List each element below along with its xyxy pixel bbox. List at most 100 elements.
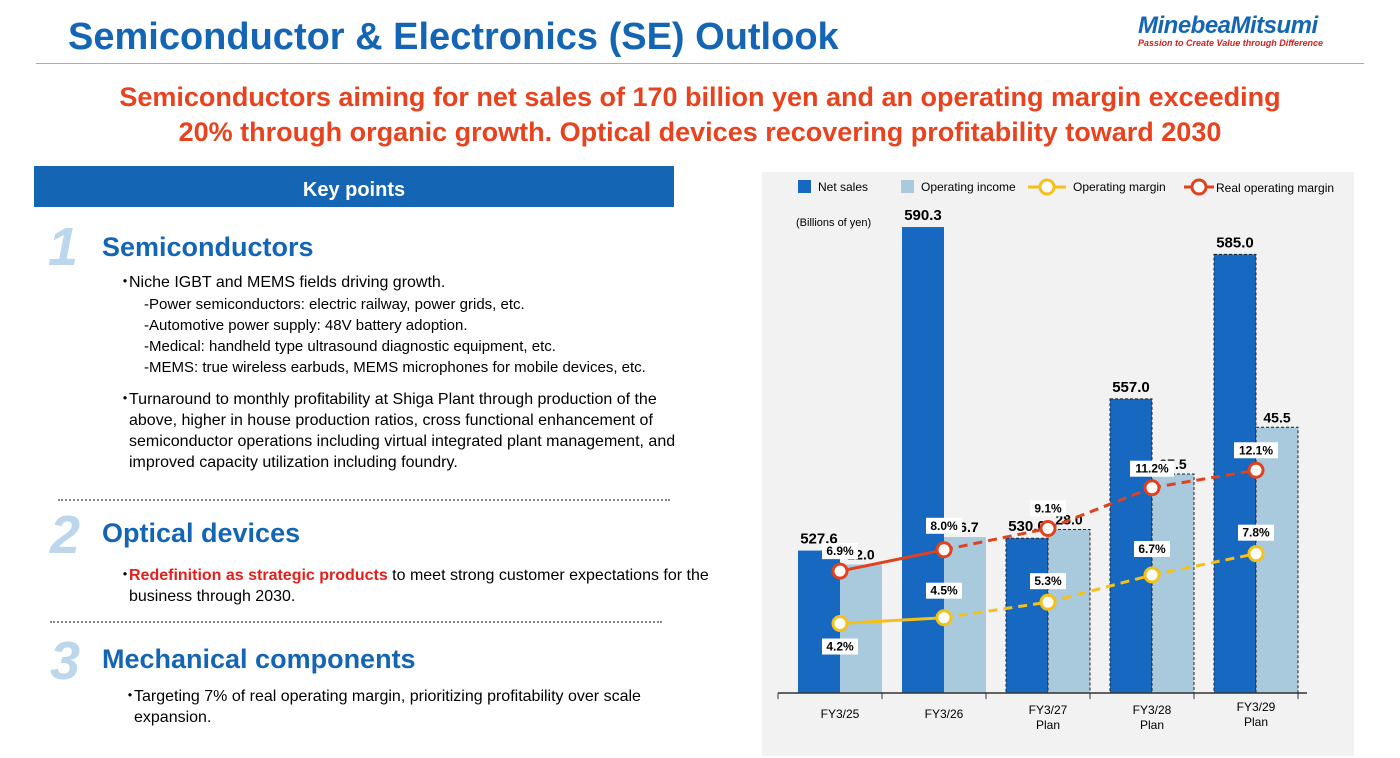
legend-label: Real operating margin (1216, 181, 1334, 195)
net-sales-data-label: 585.0 (1216, 234, 1254, 251)
section-title-optical-devices: Optical devices (102, 518, 301, 548)
x-tick-label: FY3/26 (925, 707, 964, 721)
operating-margin-data-label: 4.5% (930, 584, 958, 598)
semiconductors-bullet-2: ・ Turnaround to monthly profitability at … (117, 389, 689, 473)
section-number-2: 2 (50, 505, 81, 565)
x-tick-label: FY3/25 (821, 707, 860, 721)
section-divider (58, 499, 670, 501)
section-number-3: 3 (50, 631, 81, 691)
bullet-dot: ・ (122, 688, 139, 705)
operating-income-data-label: 45.5 (1263, 409, 1290, 425)
mechanical-components-bullet: ・ Targeting 7% of real operating margin, … (122, 686, 674, 728)
company-logo: MinebeaMitsumi Passion to Create Value t… (1138, 12, 1323, 48)
operating-income-data-label: 22.0 (847, 547, 874, 563)
real-operating-margin-data-label: 11.2% (1135, 462, 1169, 476)
operating-margin-marker (1143, 566, 1161, 584)
operating-income-bar (1151, 473, 1195, 694)
logo-tagline: Passion to Create Value through Differen… (1138, 38, 1324, 48)
x-tick-label: Plan (1140, 718, 1164, 732)
real-operating-margin-marker (831, 562, 849, 580)
net-sales-bar (798, 550, 840, 693)
x-tick-label: FY3/29 (1237, 700, 1276, 714)
net-sales-bar (902, 227, 944, 693)
highlight-text: Redefinition as strategic products (129, 567, 388, 584)
operating-margin-data-label: 6.7% (1138, 542, 1166, 556)
x-tick-label: FY3/28 (1133, 703, 1172, 717)
chart-background (762, 172, 1354, 756)
legend-marker-operating-margin (1038, 178, 1056, 196)
legend-swatch-operating-income (901, 180, 914, 193)
operating-margin-marker (1247, 545, 1265, 563)
real-operating-margin-line-segment (839, 548, 945, 573)
x-tick-label: Plan (1244, 715, 1268, 729)
operating-margin-label-box (1238, 524, 1274, 541)
operating-margin-label-box (926, 582, 962, 599)
bullet-dot: ・ (117, 391, 134, 408)
real-operating-margin-marker (1143, 479, 1161, 497)
header-divider (36, 63, 1364, 64)
real-operating-margin-label-box (1030, 500, 1066, 517)
real-operating-margin-line-segment (943, 526, 1049, 552)
semiconductors-subitem: -Automotive power supply: 48V battery ad… (144, 317, 468, 334)
x-tick-label: FY3/27 (1029, 703, 1068, 717)
net-sales-data-label: 590.3 (904, 207, 942, 224)
legend-label: Net sales (818, 180, 868, 194)
legend-label: Operating margin (1073, 180, 1166, 194)
net-sales-data-label: 557.0 (1112, 379, 1150, 396)
operating-margin-line-segment (1047, 573, 1153, 604)
section-number-1: 1 (48, 217, 79, 277)
real-operating-margin-line-segment (1151, 468, 1257, 490)
legend-swatch-net-sales (798, 180, 811, 193)
chart-unit-label: (Billions of yen) (796, 217, 871, 229)
real-operating-margin-marker (1247, 461, 1265, 479)
section-title-semiconductors: Semiconductors (102, 232, 314, 262)
headline-line-1: Semiconductors aiming for net sales of 1… (119, 82, 1281, 112)
operating-income-bar (1047, 528, 1091, 694)
bullet-dot: ・ (117, 274, 134, 291)
optical-devices-bullet: ・ Redefinition as strategic products to m… (117, 565, 719, 607)
real-operating-margin-label-box (1234, 442, 1278, 459)
operating-income-data-label: 28.0 (1055, 511, 1082, 527)
operating-income-bar (840, 564, 882, 693)
x-tick-label: Plan (1036, 718, 1060, 732)
semiconductors-subitem: -Medical: handheld type ultrasound diagn… (144, 338, 556, 355)
key-points-header: Key points (34, 166, 674, 207)
bullet-text: to meet strong customer expectations for… (129, 567, 709, 605)
operating-margin-marker (935, 609, 953, 627)
operating-income-data-label: 26.7 (951, 519, 978, 535)
operating-margin-data-label: 5.3% (1034, 574, 1062, 588)
real-operating-margin-data-label: 8.0% (930, 519, 958, 533)
net-sales-data-label: 530.0 (1008, 518, 1046, 535)
operating-margin-data-label: 4.2% (826, 640, 854, 654)
bullet-dot: ・ (117, 567, 134, 584)
headline: Semiconductors aiming for net sales of 1… (0, 80, 1400, 150)
net-sales-data-label: 527.6 (800, 531, 838, 548)
operating-margin-line-segment (943, 600, 1049, 620)
semiconductors-subitem: -Power semiconductors: electric railway,… (144, 296, 525, 313)
operating-margin-label-box (1030, 573, 1066, 590)
section-title-mechanical-components: Mechanical components (102, 644, 416, 674)
logo-name: MinebeaMitsumi (1138, 12, 1318, 39)
operating-margin-line-segment (1151, 552, 1257, 577)
legend-marker-real-operating-margin (1190, 178, 1208, 196)
net-sales-bar (1213, 253, 1257, 694)
real-operating-margin-marker (1039, 519, 1057, 537)
bullet-text: Targeting 7% of real operating margin, p… (134, 688, 641, 726)
page-title: Semiconductor & Electronics (SE) Outlook (68, 16, 839, 58)
real-operating-margin-data-label: 9.1% (1034, 501, 1062, 515)
operating-margin-marker (831, 615, 849, 633)
net-sales-bar (1005, 537, 1049, 694)
real-operating-margin-marker (935, 541, 953, 559)
real-operating-margin-label-box (1130, 460, 1174, 477)
legend-label: Operating income (921, 180, 1016, 194)
real-operating-margin-data-label: 12.1% (1239, 443, 1273, 457)
operating-margin-line-segment (839, 616, 945, 626)
real-operating-margin-label-box (822, 543, 858, 560)
real-operating-margin-label-box (926, 517, 962, 534)
operating-margin-label-box (1134, 541, 1170, 558)
net-sales-bar (1109, 398, 1153, 694)
bullet-text: Niche IGBT and MEMS fields driving growt… (129, 274, 446, 291)
operating-income-bar (1255, 426, 1299, 694)
operating-margin-label-box (822, 638, 858, 655)
operating-margin-marker (1039, 593, 1057, 611)
